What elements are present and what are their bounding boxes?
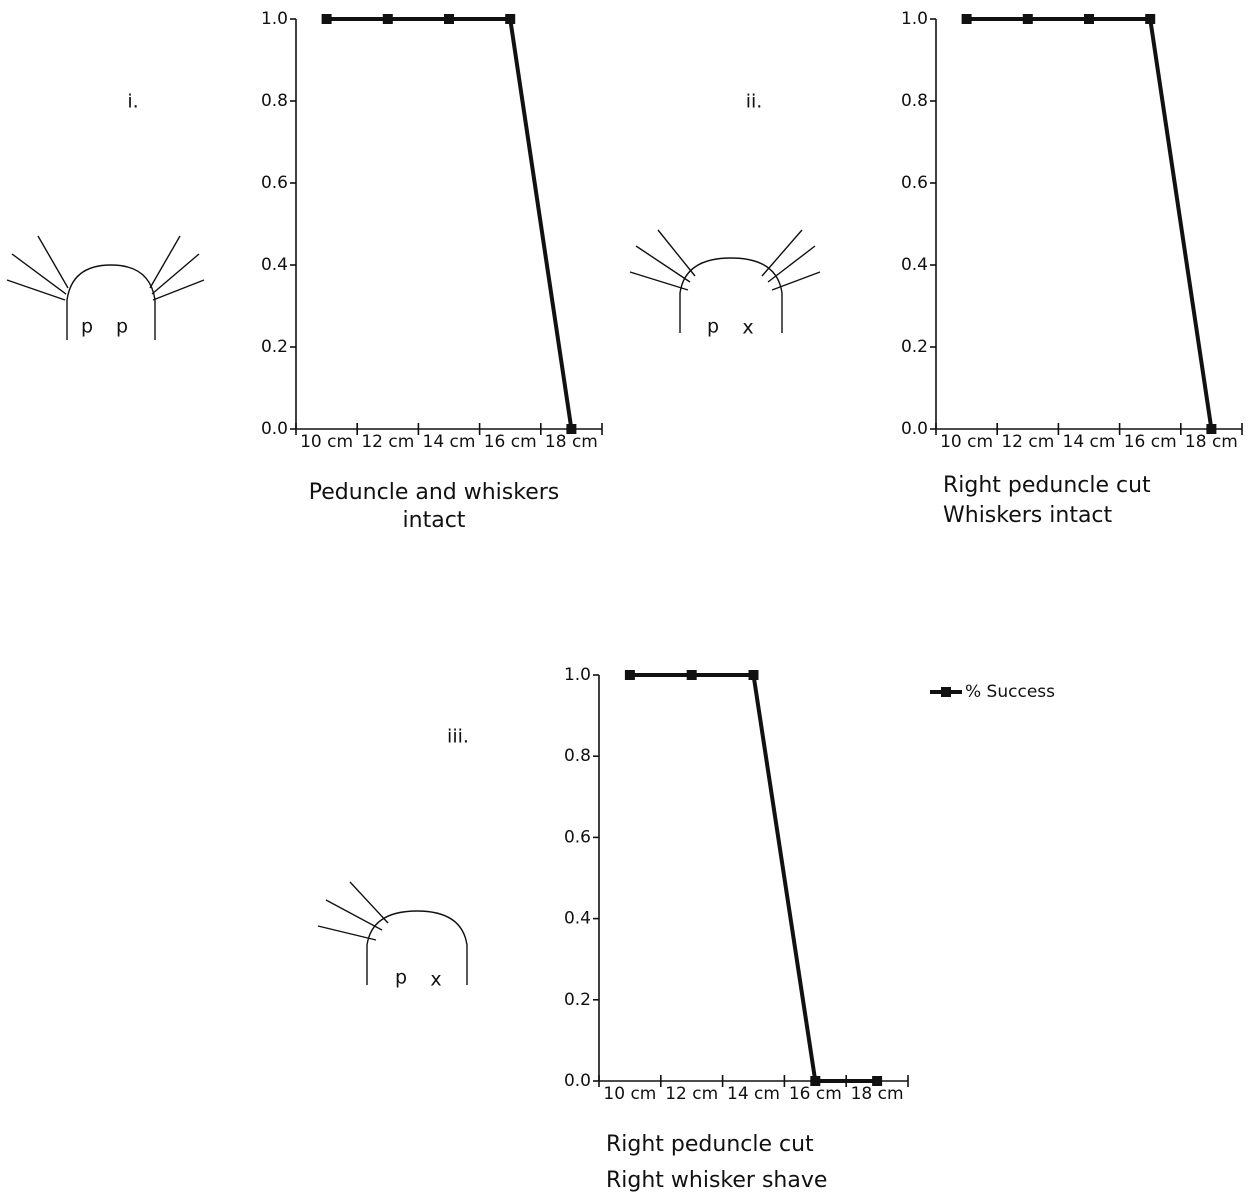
data-point (505, 14, 515, 24)
y-tick-label: 0.8 (564, 746, 591, 766)
data-point (1206, 424, 1216, 434)
y-tick-label: 0.4 (901, 255, 928, 275)
x-tick-label: 16 cm (484, 432, 537, 452)
diagram-label: p (395, 967, 407, 989)
caption: Right whisker shave (606, 1168, 827, 1193)
caption: Whiskers intact (943, 503, 1113, 528)
caption: Peduncle and whiskers (309, 480, 560, 505)
x-tick-label: 10 cm (940, 432, 993, 452)
x-tick-label: 14 cm (727, 1084, 780, 1104)
y-tick-label: 0.0 (901, 419, 928, 439)
y-tick-label: 0.8 (901, 91, 928, 111)
y-tick-label: 0.6 (261, 173, 288, 193)
data-point (962, 14, 972, 24)
y-tick-label: 0.2 (901, 337, 928, 357)
data-point (322, 14, 332, 24)
data-point (1084, 14, 1094, 24)
panel-label: i. (127, 91, 138, 113)
data-point (1023, 14, 1033, 24)
x-tick-label: 14 cm (1063, 432, 1116, 452)
y-tick-label: 0.4 (261, 255, 288, 275)
legend-marker (941, 687, 951, 697)
y-tick-label: 1.0 (564, 665, 591, 685)
data-line (327, 19, 572, 429)
data-line (630, 675, 877, 1081)
y-tick-label: 0.8 (261, 91, 288, 111)
legend-label: % Success (965, 682, 1055, 702)
diagram-label: x (430, 969, 441, 991)
figure: i. p p Peduncle and whiskers intact 0.0 0.2 0.4… (0, 0, 1251, 1197)
x-tick-label: 18 cm (851, 1084, 904, 1104)
caption: Right peduncle cut (606, 1132, 814, 1157)
head-diagram (630, 230, 820, 333)
x-tick-label: 10 cm (300, 432, 353, 452)
caption: intact (403, 508, 466, 533)
y-tick-label: 0.4 (564, 909, 591, 929)
x-tick-label: 18 cm (1185, 432, 1238, 452)
y-tick-label: 0.0 (261, 419, 288, 439)
x-tick-label: 12 cm (1001, 432, 1054, 452)
x-tick-label: 12 cm (665, 1084, 718, 1104)
data-point (383, 14, 393, 24)
y-tick-label: 0.0 (564, 1071, 591, 1091)
panel-label: iii. (447, 726, 469, 748)
y-tick-label: 0.2 (564, 990, 591, 1010)
data-point (810, 1076, 820, 1086)
caption: Right peduncle cut (943, 473, 1151, 498)
data-point (1145, 14, 1155, 24)
data-point (566, 424, 576, 434)
x-tick-label: 14 cm (423, 432, 476, 452)
data-line (967, 19, 1212, 429)
y-tick-label: 1.0 (261, 9, 288, 29)
x-tick-label: 10 cm (603, 1084, 656, 1104)
x-tick-label: 16 cm (789, 1084, 842, 1104)
x-tick-label: 18 cm (545, 432, 598, 452)
x-tick-label: 16 cm (1124, 432, 1177, 452)
data-point (749, 670, 759, 680)
diagram-label: x (742, 317, 753, 339)
data-point (687, 670, 697, 680)
y-tick-label: 0.6 (564, 827, 591, 847)
data-point (872, 1076, 882, 1086)
y-tick-label: 0.6 (901, 173, 928, 193)
diagram-label: p (116, 316, 128, 338)
head-diagram (7, 236, 204, 340)
diagram-label: p (81, 316, 93, 338)
data-point (625, 670, 635, 680)
diagram-label: p (707, 316, 719, 338)
panel-label: ii. (746, 91, 763, 113)
data-point (444, 14, 454, 24)
head-diagram (318, 882, 467, 985)
y-tick-label: 0.2 (261, 337, 288, 357)
x-tick-label: 12 cm (361, 432, 414, 452)
y-tick-label: 1.0 (901, 9, 928, 29)
